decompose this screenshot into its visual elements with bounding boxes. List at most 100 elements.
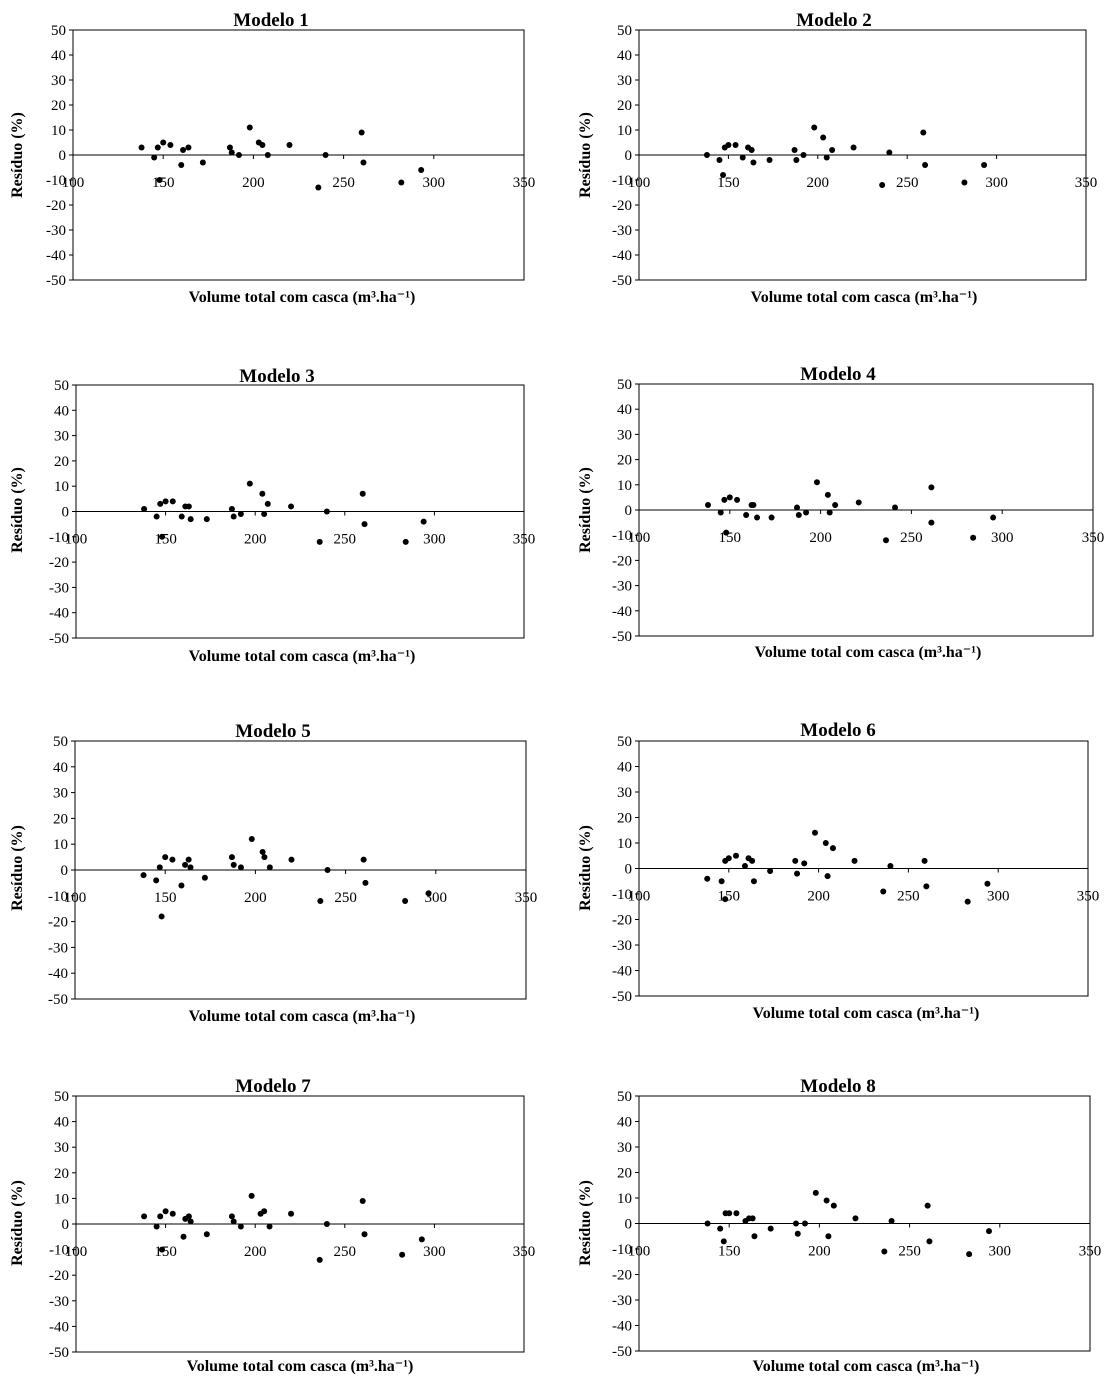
chart-title: Modelo 6	[800, 720, 875, 741]
data-point	[159, 533, 166, 540]
data-point	[749, 857, 756, 864]
data-point	[246, 124, 253, 131]
y-tick-label: -40	[46, 248, 66, 264]
y-axis-label: Resíduo (%)	[577, 467, 594, 553]
data-point	[187, 864, 194, 871]
data-point	[928, 519, 935, 526]
data-point	[259, 490, 266, 497]
data-point	[237, 1223, 244, 1230]
data-point	[801, 860, 808, 867]
data-point	[361, 521, 368, 528]
y-tick-label: -10	[49, 1243, 69, 1259]
y-tick-label: 0	[62, 1217, 70, 1233]
x-tick-label: 250	[900, 530, 923, 546]
y-tick-label: 0	[625, 1217, 633, 1233]
data-point	[921, 857, 928, 864]
data-point	[732, 142, 739, 148]
data-point	[425, 890, 432, 897]
y-tick-label: -10	[612, 173, 632, 189]
data-point	[169, 1210, 176, 1217]
data-point	[718, 878, 725, 885]
data-point	[180, 147, 187, 153]
y-tick-label: 20	[54, 1166, 69, 1182]
data-point	[162, 1208, 169, 1215]
data-point	[829, 845, 836, 852]
data-point	[237, 864, 244, 871]
data-point	[851, 857, 858, 864]
y-tick-label: 40	[54, 403, 69, 419]
data-point	[726, 494, 733, 501]
y-tick-label: 30	[54, 1140, 69, 1156]
data-point	[704, 875, 711, 882]
data-point	[288, 503, 295, 510]
data-point	[792, 857, 799, 864]
data-point	[264, 152, 271, 158]
data-point	[766, 157, 773, 163]
x-tick-label: 200	[808, 1244, 831, 1260]
data-point	[156, 177, 163, 183]
data-point	[741, 862, 748, 869]
x-tick-label: 200	[807, 889, 830, 905]
y-tick-label: -40	[612, 604, 632, 620]
data-point	[725, 855, 732, 862]
x-axis-label: Volume total com casca (m³.ha⁻¹)	[751, 289, 978, 306]
data-point	[141, 1213, 148, 1220]
y-tick-label: 50	[53, 734, 68, 750]
y-tick-label: -10	[46, 173, 66, 189]
y-tick-label: -10	[612, 887, 632, 903]
data-point	[985, 1228, 992, 1235]
data-point	[794, 1230, 801, 1237]
data-point	[237, 511, 244, 518]
y-axis-label: Resíduo (%)	[9, 1180, 26, 1266]
y-tick-label: 0	[625, 862, 633, 878]
y-tick-label: -40	[612, 248, 632, 264]
y-tick-label: -50	[48, 992, 68, 1008]
data-point	[159, 1246, 166, 1253]
y-tick-label: -10	[612, 1242, 632, 1258]
data-point	[399, 1251, 406, 1258]
y-tick-label: -40	[49, 606, 69, 622]
data-point	[703, 152, 710, 158]
data-point	[823, 154, 830, 161]
y-tick-label: 30	[617, 1140, 632, 1156]
x-tick-label: 150	[154, 890, 177, 906]
data-point	[226, 144, 233, 151]
y-tick-label: -50	[612, 629, 632, 645]
data-point	[879, 182, 886, 188]
y-tick-label: 20	[51, 98, 66, 114]
data-point	[820, 134, 827, 141]
y-tick-label: -20	[49, 1268, 69, 1284]
y-tick-label: 30	[617, 785, 632, 801]
y-tick-label: 0	[61, 863, 69, 879]
y-axis-label: Resíduo (%)	[9, 112, 26, 198]
data-point	[138, 144, 145, 151]
y-tick-label: -10	[49, 530, 69, 546]
data-point	[235, 152, 242, 158]
x-tick-label: 200	[807, 175, 830, 191]
data-point	[722, 896, 729, 903]
data-point	[850, 144, 857, 151]
data-point	[892, 504, 899, 511]
y-tick-label: -30	[612, 1293, 632, 1309]
data-point	[358, 129, 365, 136]
data-point	[704, 1220, 711, 1227]
data-point	[230, 1218, 237, 1225]
data-point	[288, 1210, 295, 1217]
x-axis-label: Volume total com casca (m³.ha⁻¹)	[189, 1008, 416, 1025]
data-point	[402, 897, 409, 904]
y-tick-label: -30	[612, 579, 632, 595]
y-tick-label: 10	[54, 479, 69, 495]
y-tick-label: 10	[54, 1191, 69, 1207]
data-point	[880, 888, 887, 895]
data-point	[811, 124, 818, 131]
data-point	[140, 872, 147, 879]
data-point	[248, 1192, 255, 1199]
data-point	[259, 142, 266, 148]
data-point	[360, 159, 367, 166]
y-tick-label: 0	[59, 148, 67, 164]
data-point	[157, 500, 164, 507]
data-point	[261, 1208, 268, 1215]
